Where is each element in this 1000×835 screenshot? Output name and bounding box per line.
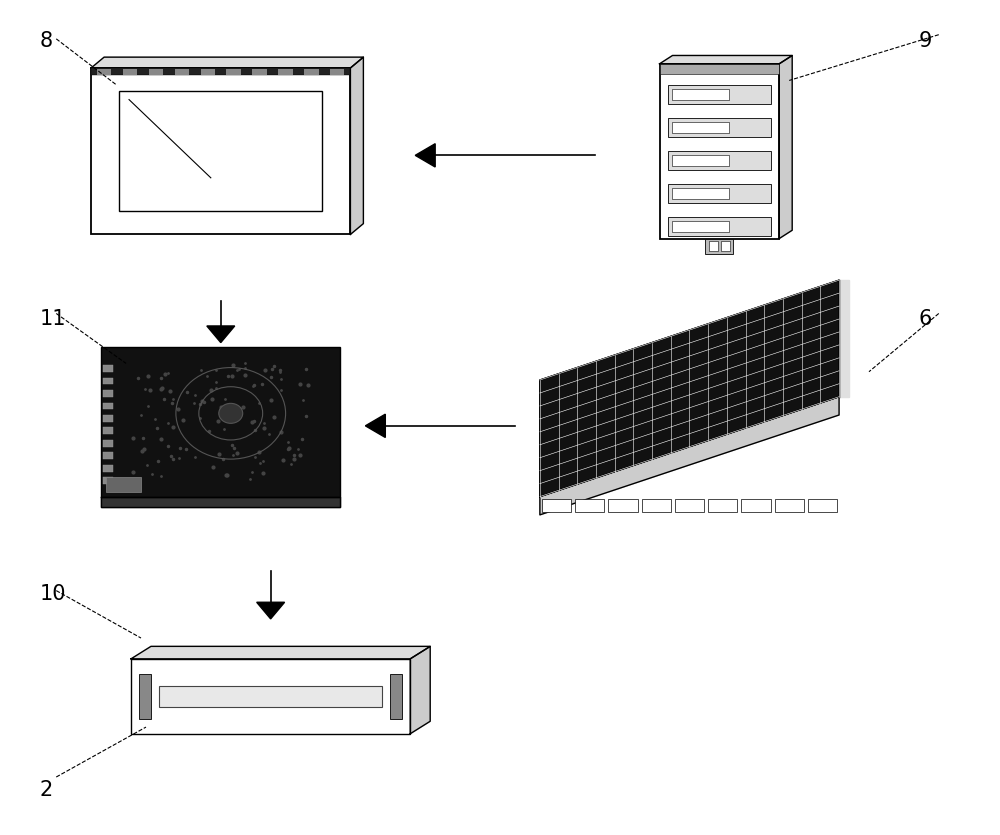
Bar (106, 478, 141, 493)
Bar (278, 68, 293, 74)
Bar (201, 68, 215, 74)
Text: 10: 10 (39, 584, 66, 604)
Bar (675, 499, 704, 513)
Polygon shape (131, 646, 430, 659)
Bar (97, 68, 111, 74)
Text: 8: 8 (39, 31, 52, 50)
Bar (705, 239, 733, 254)
Polygon shape (91, 57, 363, 68)
Bar (668, 118, 771, 137)
Bar (330, 68, 344, 74)
Bar (103, 402, 113, 409)
Bar (159, 686, 382, 706)
Bar (103, 465, 113, 472)
Bar (304, 68, 319, 74)
Polygon shape (660, 55, 792, 63)
Bar (808, 499, 837, 513)
Bar (103, 440, 113, 447)
Bar (775, 499, 804, 513)
Bar (660, 63, 779, 239)
Bar (226, 68, 241, 74)
Bar (175, 68, 189, 74)
Bar (709, 241, 718, 251)
Bar (103, 415, 113, 422)
Bar (149, 68, 163, 74)
Bar (103, 390, 113, 397)
Polygon shape (779, 55, 792, 239)
Bar (660, 63, 779, 73)
Polygon shape (415, 144, 435, 167)
Text: 9: 9 (919, 31, 932, 50)
Bar (708, 499, 737, 513)
Circle shape (219, 403, 243, 423)
Bar (642, 499, 671, 513)
Polygon shape (839, 281, 849, 397)
Bar (672, 188, 729, 199)
Bar (123, 68, 137, 74)
Text: 11: 11 (39, 309, 66, 329)
Bar (390, 674, 402, 719)
Bar (91, 68, 350, 75)
Bar (101, 347, 340, 497)
Bar (608, 499, 638, 513)
Polygon shape (257, 602, 285, 619)
Bar (103, 377, 113, 384)
Bar (672, 89, 729, 100)
Bar (139, 674, 151, 719)
Polygon shape (350, 57, 363, 235)
Bar (103, 478, 113, 484)
Bar (103, 365, 113, 372)
Bar (672, 220, 729, 232)
Bar (668, 217, 771, 235)
Polygon shape (207, 326, 235, 342)
Bar (668, 151, 771, 170)
Bar (252, 68, 267, 74)
Bar (668, 85, 771, 104)
Bar (131, 659, 410, 734)
Bar (103, 428, 113, 434)
Bar (721, 241, 730, 251)
Polygon shape (540, 397, 839, 515)
Polygon shape (101, 497, 340, 507)
Bar (741, 499, 771, 513)
Bar (91, 68, 350, 235)
Bar (575, 499, 604, 513)
Bar (672, 154, 729, 166)
Bar (103, 453, 113, 459)
Polygon shape (540, 281, 839, 497)
Polygon shape (365, 414, 385, 438)
Bar (119, 91, 322, 211)
Bar (672, 122, 729, 133)
Text: 6: 6 (919, 309, 932, 329)
Bar (668, 184, 771, 203)
Text: 2: 2 (39, 780, 53, 800)
Bar (542, 499, 571, 513)
Polygon shape (410, 646, 430, 734)
